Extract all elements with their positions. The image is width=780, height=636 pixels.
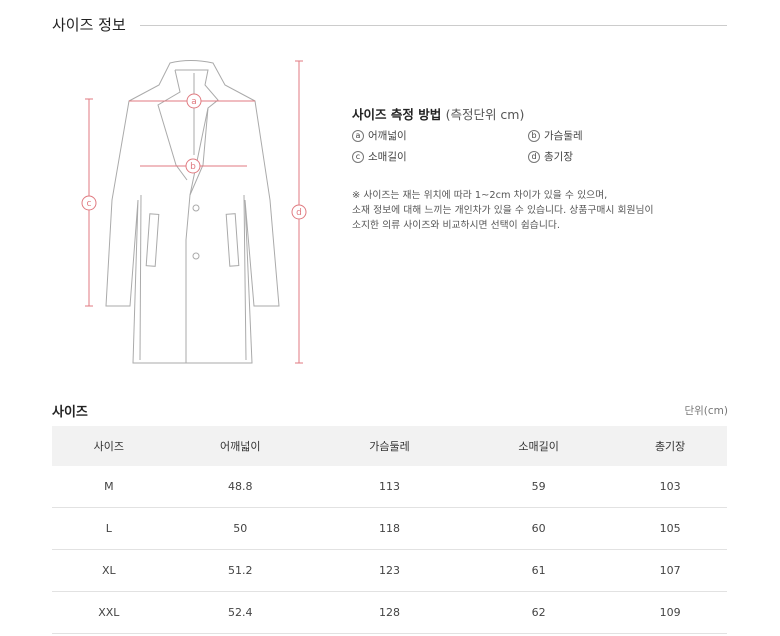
table-row: L 50 118 60 105 — [52, 507, 727, 550]
table-cell: 60 — [464, 507, 614, 550]
size-table-unit: 단위(cm) — [684, 405, 728, 417]
column-header: 총기장 — [613, 426, 727, 466]
legend-item-c: c 소매길이 — [352, 149, 407, 164]
measurement-method: 사이즈 측정 방법 (측정단위 cm) — [352, 104, 524, 123]
note-line: 소재 정보에 대해 느끼는 개인차가 있을 수 있습니다. 상품구매시 회원님이 — [352, 205, 654, 216]
table-cell: 128 — [314, 591, 465, 634]
note-line: ※ 사이즈는 재는 위치에 따라 1~2cm 차이가 있을 수 있으며, — [352, 190, 608, 201]
circle-b-icon: b — [528, 130, 540, 142]
table-cell: 105 — [613, 507, 727, 550]
section-title: 사이즈 정보 — [52, 16, 126, 34]
table-cell: 51.2 — [165, 549, 315, 592]
circle-c-icon: c — [352, 151, 364, 163]
size-table-title: 사이즈 — [52, 405, 88, 420]
table-row: XXL 52.4 128 62 109 — [52, 591, 727, 634]
table-cell: 48.8 — [165, 466, 315, 508]
table-cell: 107 — [613, 549, 727, 592]
label-c: c — [87, 199, 92, 209]
table-cell: M — [52, 466, 166, 508]
table-cell: 62 — [464, 591, 614, 634]
coat-outline — [105, 60, 280, 364]
table-cell: XL — [52, 549, 166, 592]
table-cell: 113 — [314, 466, 465, 508]
table-cell: 59 — [464, 466, 614, 508]
table-row: XL 51.2 123 61 107 — [52, 549, 727, 592]
table-header-row: 사이즈 어깨넓이 가슴둘레 소매길이 총기장 — [52, 426, 727, 466]
table-cell: 123 — [314, 549, 465, 592]
table-cell: 118 — [314, 507, 465, 550]
legend-label: 소매길이 — [368, 151, 407, 163]
circle-a-icon: a — [352, 130, 364, 142]
measurement-lines — [81, 60, 307, 364]
column-header: 사이즈 — [52, 426, 166, 466]
legend-label: 총기장 — [544, 151, 573, 163]
method-title: 사이즈 측정 방법 (측정단위 cm) — [352, 104, 524, 123]
column-header: 어깨넓이 — [165, 426, 315, 466]
divider — [140, 25, 727, 26]
table-cell: L — [52, 507, 166, 550]
table-cell: 103 — [613, 466, 727, 508]
legend-item-b: b 가슴둘레 — [528, 128, 583, 143]
legend-label: 어깨넓이 — [368, 130, 407, 142]
legend-item-a: a 어깨넓이 — [352, 128, 407, 143]
table-cell: 52.4 — [165, 591, 315, 634]
table-cell: 50 — [165, 507, 315, 550]
label-a: a — [191, 97, 197, 107]
size-table: 사이즈 어깨넓이 가슴둘레 소매길이 총기장 M 48.8 113 59 103 L 50 1… — [52, 426, 727, 634]
size-note: ※ 사이즈는 재는 위치에 따라 1~2cm 차이가 있을 수 있으며, 소재 … — [352, 188, 712, 233]
button-icon — [192, 204, 200, 212]
legend-item-d: d 총기장 — [528, 149, 573, 164]
label-d: d — [296, 208, 302, 218]
circle-d-icon: d — [528, 151, 540, 163]
table-cell: 61 — [464, 549, 614, 592]
table-cell: 109 — [613, 591, 727, 634]
coat-measurement-diagram: a b c d — [81, 60, 307, 364]
method-unit-note: (측정단위 cm) — [445, 107, 525, 122]
label-b: b — [190, 162, 196, 172]
button-icon — [192, 252, 200, 260]
method-title-text: 사이즈 측정 방법 — [352, 107, 442, 122]
legend-label: 가슴둘레 — [544, 130, 583, 142]
table-row: M 48.8 113 59 103 — [52, 466, 727, 508]
table-cell: XXL — [52, 591, 166, 634]
note-line: 소지한 의류 사이즈와 비교하시면 선택이 쉽습니다. — [352, 220, 560, 231]
column-header: 소매길이 — [464, 426, 614, 466]
column-header: 가슴둘레 — [314, 426, 465, 466]
